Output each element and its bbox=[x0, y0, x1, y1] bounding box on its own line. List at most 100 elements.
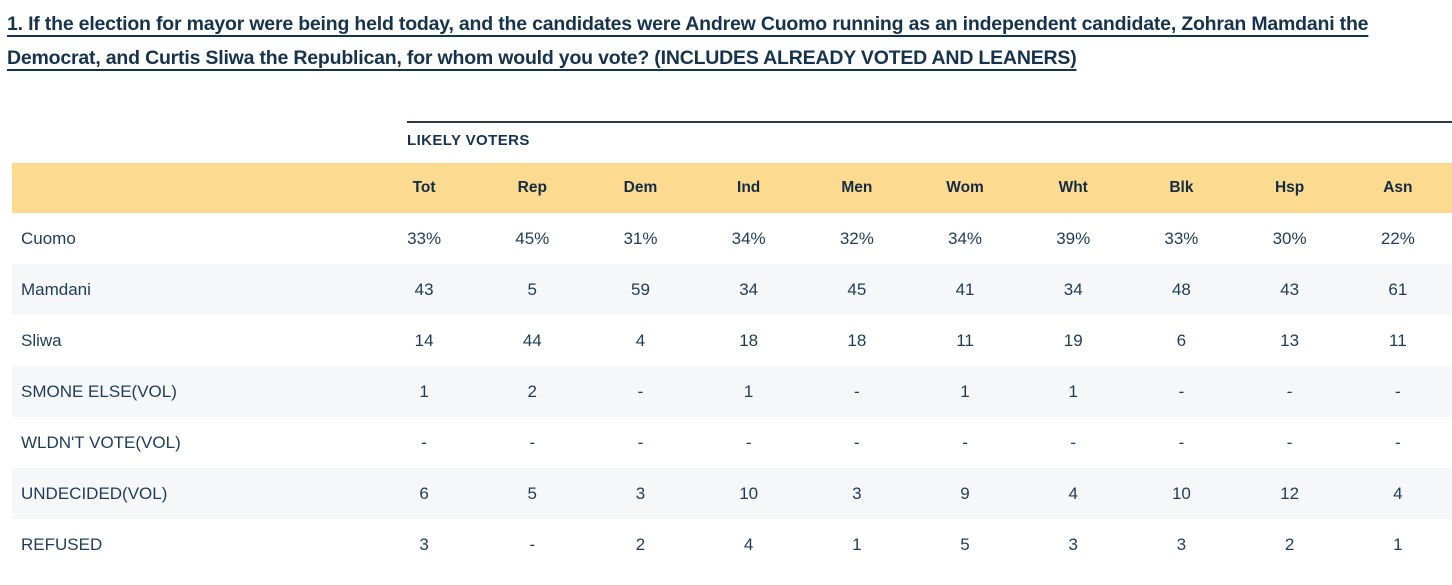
table-row-mamdani: Mamdani 43 5 59 34 45 41 34 48 43 61 bbox=[12, 264, 1452, 315]
cell-value: 9 bbox=[960, 483, 970, 503]
cell-value: 11 bbox=[956, 330, 974, 350]
cell-value: 1 bbox=[1393, 534, 1403, 554]
cell-value: 4 bbox=[635, 330, 646, 350]
cell-value: - bbox=[962, 432, 968, 452]
cell-value: 3 bbox=[419, 534, 429, 554]
cell-value: 34% bbox=[948, 228, 983, 248]
cell-value: - bbox=[421, 432, 427, 452]
cell-value: 33% bbox=[1164, 228, 1199, 248]
cell-value: 18 bbox=[847, 330, 867, 350]
cell-value: 43 bbox=[1280, 279, 1300, 299]
cell-value: 3 bbox=[1068, 534, 1078, 554]
column-header-blk: Blk bbox=[1169, 179, 1194, 196]
poll-crosstab-table: Tot Rep Dem Ind Men Wom Wht Blk Hsp Asn … bbox=[12, 163, 1452, 570]
row-label: WLDN'T VOTE(VOL) bbox=[21, 432, 181, 452]
column-header-dem: Dem bbox=[623, 179, 658, 196]
column-header-hsp: Hsp bbox=[1274, 179, 1305, 196]
cell-value: 1 bbox=[852, 534, 862, 554]
cell-value: - bbox=[745, 432, 752, 452]
cell-value: - bbox=[854, 432, 860, 452]
cell-value: - bbox=[529, 534, 536, 554]
cell-value: 41 bbox=[955, 279, 975, 299]
table-row-smone-else: SMONE ELSE(VOL) 1 2 - 1 - 1 1 - - - bbox=[12, 366, 1452, 417]
cell-value: 4 bbox=[1393, 483, 1403, 503]
cell-value: 6 bbox=[1176, 330, 1187, 350]
row-label: Mamdani bbox=[21, 279, 91, 299]
cell-value: 34% bbox=[731, 228, 766, 248]
likely-voters-section-rule: LIKELY VOTERS bbox=[407, 121, 1452, 150]
table-row-wldnt-vote: WLDN'T VOTE(VOL) - - - - - - - - - - bbox=[12, 417, 1452, 468]
cell-value: 14 bbox=[414, 330, 434, 350]
cell-value: 30% bbox=[1272, 228, 1307, 248]
cell-value: 33% bbox=[407, 228, 442, 248]
cell-value: - bbox=[1286, 381, 1293, 401]
cell-value: 3 bbox=[635, 483, 646, 503]
cell-value: 45 bbox=[847, 279, 867, 299]
row-label: UNDECIDED(VOL) bbox=[21, 483, 168, 503]
row-label: REFUSED bbox=[21, 534, 103, 554]
cell-value: - bbox=[529, 432, 536, 452]
cell-value: 45% bbox=[515, 228, 550, 248]
cell-value: - bbox=[637, 432, 644, 452]
cell-value: 22% bbox=[1380, 228, 1415, 248]
cell-value: 2 bbox=[527, 381, 538, 401]
cell-value: - bbox=[637, 381, 644, 401]
cell-value: 34 bbox=[1063, 279, 1083, 299]
cell-value: 44 bbox=[522, 330, 542, 350]
cell-value: - bbox=[1395, 432, 1401, 452]
cell-value: 3 bbox=[1176, 534, 1187, 554]
cell-value: 4 bbox=[1068, 483, 1078, 503]
cell-value: 48 bbox=[1171, 279, 1191, 299]
cell-value: 39% bbox=[1056, 228, 1091, 248]
cell-value: 2 bbox=[635, 534, 646, 554]
cell-value: - bbox=[1178, 432, 1185, 452]
row-label: Cuomo bbox=[21, 228, 76, 248]
table-row-undecided: UNDECIDED(VOL) 6 5 3 10 3 9 4 10 12 4 bbox=[12, 468, 1452, 519]
cell-value: 4 bbox=[743, 534, 754, 554]
cell-value: 59 bbox=[631, 279, 650, 299]
cell-value: - bbox=[1395, 381, 1401, 401]
cell-value: 2 bbox=[1284, 534, 1295, 554]
column-header-men: Men bbox=[841, 179, 873, 196]
cell-value: 3 bbox=[852, 483, 862, 503]
column-header-wht: Wht bbox=[1058, 179, 1088, 196]
row-label: Sliwa bbox=[21, 330, 62, 350]
table-row-cuomo: Cuomo 33% 45% 31% 34% 32% 34% 39% 33% 30… bbox=[12, 213, 1452, 264]
likely-voters-label: LIKELY VOTERS bbox=[407, 132, 530, 149]
cell-value: - bbox=[1286, 432, 1293, 452]
cell-value: 19 bbox=[1063, 330, 1083, 350]
cell-value: 43 bbox=[414, 279, 434, 299]
column-header-wom: Wom bbox=[946, 179, 984, 196]
cell-value: - bbox=[1070, 432, 1077, 452]
column-header-ind: Ind bbox=[737, 179, 761, 196]
cell-value: 10 bbox=[739, 483, 759, 503]
cell-value: 12 bbox=[1280, 483, 1300, 503]
cell-value: 10 bbox=[1171, 483, 1191, 503]
cell-value: 61 bbox=[1388, 279, 1408, 299]
table-row-refused: REFUSED 3 - 2 4 1 5 3 3 2 1 bbox=[12, 519, 1452, 570]
table-row-sliwa: Sliwa 14 44 4 18 18 11 19 6 13 11 bbox=[12, 315, 1452, 366]
cell-value: 34 bbox=[739, 279, 759, 299]
cell-value: - bbox=[1178, 381, 1185, 401]
cell-value: - bbox=[854, 381, 860, 401]
table-header-row: Tot Rep Dem Ind Men Wom Wht Blk Hsp Asn bbox=[12, 163, 1452, 213]
cell-value: 5 bbox=[527, 279, 538, 299]
cell-value: 1 bbox=[419, 381, 429, 401]
column-header-rep: Rep bbox=[517, 179, 547, 196]
cell-value: 1 bbox=[1068, 381, 1078, 401]
cell-value: 6 bbox=[419, 483, 429, 503]
row-label: SMONE ELSE(VOL) bbox=[21, 381, 177, 401]
table-corner-cell bbox=[12, 163, 370, 213]
cell-value: 13 bbox=[1280, 330, 1300, 350]
cell-value: 1 bbox=[960, 381, 970, 401]
poll-question-title: 1. If the election for mayor were being … bbox=[7, 13, 1369, 69]
cell-value: 1 bbox=[743, 381, 754, 401]
cell-value: 31% bbox=[623, 228, 658, 248]
cell-value: 32% bbox=[839, 228, 874, 248]
cell-value: 5 bbox=[960, 534, 970, 554]
column-header-asn: Asn bbox=[1383, 179, 1413, 196]
cell-value: 5 bbox=[527, 483, 538, 503]
column-header-tot: Tot bbox=[412, 179, 436, 196]
cell-value: 11 bbox=[1389, 330, 1407, 350]
